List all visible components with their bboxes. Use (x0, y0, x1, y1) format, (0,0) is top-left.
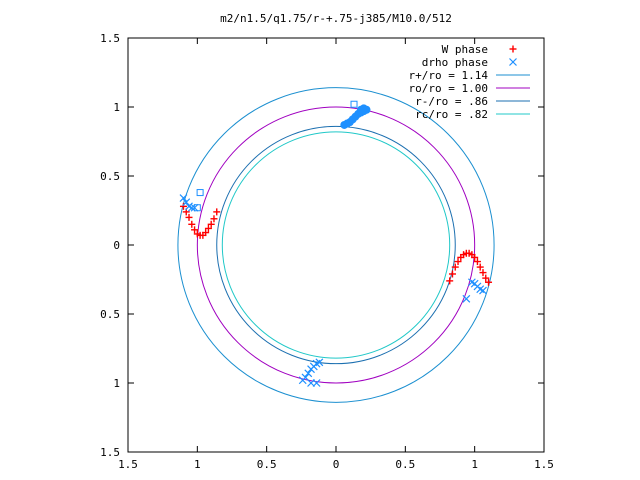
series-2-point-10-b (479, 286, 487, 295)
series-1-point-17 (454, 258, 462, 266)
series-1-point-16 (451, 263, 459, 271)
series-2-point-1-b (179, 194, 188, 203)
x-tick-label-4: 0 (333, 458, 340, 471)
series-1-point-11 (207, 220, 215, 228)
series-1-point-23 (471, 253, 479, 261)
series-2 (179, 194, 487, 387)
y-tick-label-4: 0 (113, 239, 120, 252)
series-2-point-13-b (304, 369, 313, 378)
legend-label-1: W phase (442, 43, 488, 56)
series-2-point-19-b (307, 379, 315, 387)
chart-title: m2/n1.5/q1.75/r-+.75-j385/M10.0/512 (220, 12, 452, 25)
legend-sample-2 (509, 58, 517, 66)
series-1-point-25 (476, 263, 484, 271)
y-tick-label-6: 1 (113, 377, 120, 390)
series-1-point-9 (202, 229, 210, 237)
series-1-point-24 (473, 258, 481, 266)
legend-label-5: r-/ro = .86 (415, 95, 488, 108)
x-tick-label-1: 1.5 (118, 458, 138, 471)
series-1-point-1 (179, 202, 187, 210)
reference-circles (177, 87, 495, 403)
series-2-point-20 (312, 379, 321, 387)
x-tick-label-2: 1 (194, 458, 201, 471)
legend-sample-1 (509, 45, 517, 53)
series-4-point-2 (196, 189, 204, 197)
circle-1 (177, 87, 495, 403)
y-tick-label-3: 0.5 (100, 170, 120, 183)
legend-sample-2-b (509, 58, 517, 66)
data-points (179, 100, 493, 387)
series-1-point-27 (482, 274, 490, 282)
legend-label-3: r+/ro = 1.14 (409, 69, 489, 82)
series-1-point-5 (191, 226, 199, 234)
y-tick-label-1: 1.5 (100, 32, 120, 45)
series-2-point-6-b (467, 278, 476, 287)
series-1-point-15 (448, 270, 456, 278)
series-2-point-2-b (182, 198, 191, 207)
circle-3 (216, 125, 456, 365)
y-tick-label-2: 1 (113, 101, 120, 114)
series-4 (193, 100, 358, 212)
series-2-point-18 (462, 294, 471, 303)
series-4-point-1 (350, 100, 358, 108)
series-1-point-28 (485, 278, 493, 286)
series-1-point-14 (446, 277, 454, 285)
circle-2 (196, 106, 476, 384)
series-1-point-13 (213, 208, 221, 216)
series-1-point-3 (185, 213, 193, 221)
series-1-point-12 (210, 215, 218, 223)
series-1 (179, 202, 493, 286)
series-1-point-26 (479, 269, 487, 277)
series-3-point-11 (356, 105, 365, 114)
series-2-point-17 (315, 358, 324, 367)
series-1-point-4 (188, 220, 196, 228)
legend-label-6: rc/ro = .82 (415, 108, 488, 121)
series-4-point-3 (193, 204, 201, 212)
series-2-point-13 (304, 369, 313, 378)
series-2-point-1 (179, 194, 188, 203)
series-2-point-18-b (462, 294, 471, 303)
series-2-point-17-b (315, 358, 324, 367)
y-tick-label-7: 1.5 (100, 446, 120, 459)
x-tick-label-6: 1 (471, 458, 478, 471)
series-2-point-10 (479, 286, 487, 295)
axis-tick-labels: 1.5 1 0.5 0 0.5 1 1.51.510.500.511.5 (100, 32, 554, 471)
x-tick-label-5: 0.5 (395, 458, 415, 471)
series-2-point-12-b (301, 373, 310, 382)
axis-ticks (127, 37, 545, 453)
y-tick-label-5: 0.5 (100, 308, 120, 321)
circle-4 (221, 131, 451, 359)
series-1-point-10 (204, 224, 212, 232)
x-tick-label-3: 0.5 (257, 458, 277, 471)
x-tick-label-7: 1.5 (534, 458, 554, 471)
series-3 (340, 104, 371, 129)
series-2-point-20-b (312, 379, 321, 387)
series-2-point-19 (307, 379, 315, 387)
legend-label-4: ro/ro = 1.00 (409, 82, 488, 95)
series-2-point-9-b (476, 285, 485, 294)
legend-label-2: drho phase (422, 56, 488, 69)
